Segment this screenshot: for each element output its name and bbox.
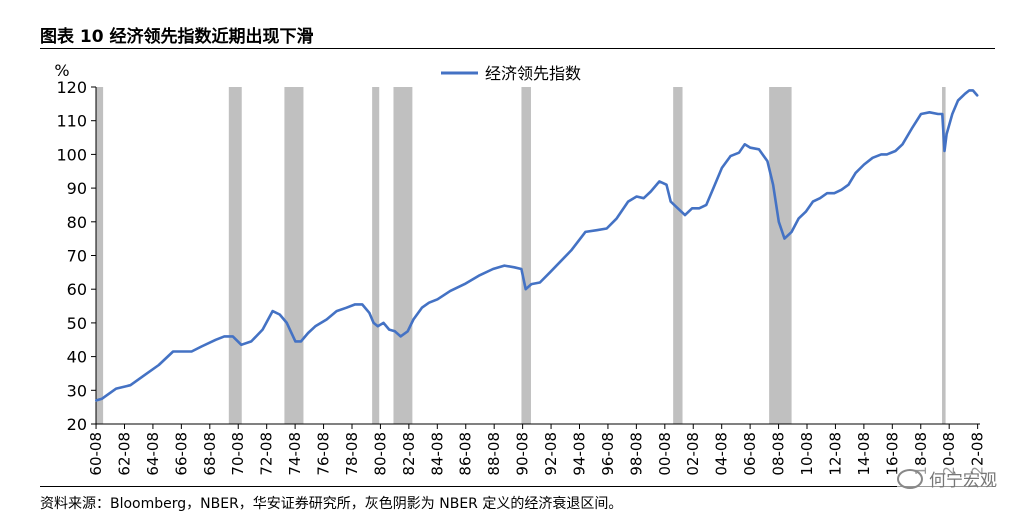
x-tick-label: 90-08 — [514, 432, 532, 476]
series-line-0 — [95, 89, 979, 402]
x-tick-label: 80-08 — [371, 432, 389, 476]
source-note: 资料来源：Bloomberg，NBER，华安证券研究所，灰色阴影为 NBER 定… — [40, 496, 623, 512]
x-tick-label: 76-08 — [315, 432, 333, 476]
x-tick-label: 16-08 — [883, 432, 901, 476]
x-tick-label: 86-08 — [457, 432, 475, 476]
recession-band-0 — [96, 87, 104, 424]
x-tick-label: 72-08 — [258, 432, 276, 476]
y-tick-label: 110 — [56, 112, 87, 131]
recession-band-8 — [942, 87, 946, 424]
x-tick-label: 62-08 — [115, 432, 133, 476]
recession-band-6 — [673, 87, 683, 424]
y-tick-label: 50 — [67, 314, 87, 333]
x-tick-label: 82-08 — [400, 432, 418, 476]
source-divider — [40, 486, 995, 487]
x-tick-label: 00-08 — [656, 432, 674, 476]
x-tick-label: 74-08 — [286, 432, 304, 476]
x-tick-label: 68-08 — [201, 432, 219, 476]
y-tick-label: 60 — [67, 280, 87, 299]
x-tick-label: 64-08 — [144, 432, 162, 476]
y-tick-label: 120 — [56, 78, 87, 97]
legend-label: 经济领先指数 — [485, 64, 581, 83]
x-tick-label: 60-08 — [87, 432, 105, 476]
x-tick-label: 92-08 — [542, 432, 560, 476]
x-tick-label: 94-08 — [570, 432, 588, 476]
x-tick-label: 08-08 — [770, 432, 788, 476]
recession-band-2 — [284, 87, 304, 424]
y-axis-unit: % — [54, 61, 69, 80]
wechat-icon — [897, 468, 923, 489]
watermark: 何宁宏观 — [897, 466, 997, 491]
x-tick-label: 66-08 — [172, 432, 190, 476]
x-tick-label: 06-08 — [741, 432, 759, 476]
watermark-text: 何宁宏观 — [929, 471, 997, 491]
recession-bands — [96, 87, 946, 424]
legend: 经济领先指数 — [441, 64, 581, 83]
recession-band-7 — [769, 87, 792, 424]
x-tick-label: 02-08 — [684, 432, 702, 476]
y-tick-label: 30 — [67, 381, 87, 400]
recession-band-1 — [228, 87, 242, 424]
title-divider — [40, 48, 995, 49]
x-tick-label: 78-08 — [343, 432, 361, 476]
x-tick-label: 88-08 — [485, 432, 503, 476]
x-tick-label: 10-08 — [798, 432, 816, 476]
x-tick-label: 04-08 — [713, 432, 731, 476]
x-tick-label: 22-08 — [969, 432, 987, 476]
y-tick-label: 40 — [67, 348, 87, 367]
chart-title: 图表 10 经济领先指数近期出现下滑 — [40, 27, 314, 47]
series-layer — [95, 89, 979, 402]
x-tick-label: 70-08 — [229, 432, 247, 476]
y-tick-label: 20 — [67, 415, 87, 434]
y-tick-label: 100 — [56, 145, 87, 164]
x-tick-label: 12-08 — [826, 432, 844, 476]
y-tick-label: 90 — [67, 179, 87, 198]
recession-band-3 — [372, 87, 380, 424]
x-tick-label: 18-08 — [912, 432, 930, 476]
recession-band-5 — [521, 87, 531, 424]
y-tick-label: 80 — [67, 213, 87, 232]
x-tick-label: 84-08 — [428, 432, 446, 476]
x-tick-label: 14-08 — [855, 432, 873, 476]
axes: 20 30 40 50 60 70 80 90 100 110 120% 60-08 62-08 64-0… — [54, 61, 986, 476]
recession-band-4 — [393, 87, 413, 424]
y-tick-label: 70 — [67, 247, 87, 266]
x-tick-label: 98-08 — [627, 432, 645, 476]
x-tick-label: 20-08 — [940, 432, 958, 476]
x-tick-label: 96-08 — [599, 432, 617, 476]
